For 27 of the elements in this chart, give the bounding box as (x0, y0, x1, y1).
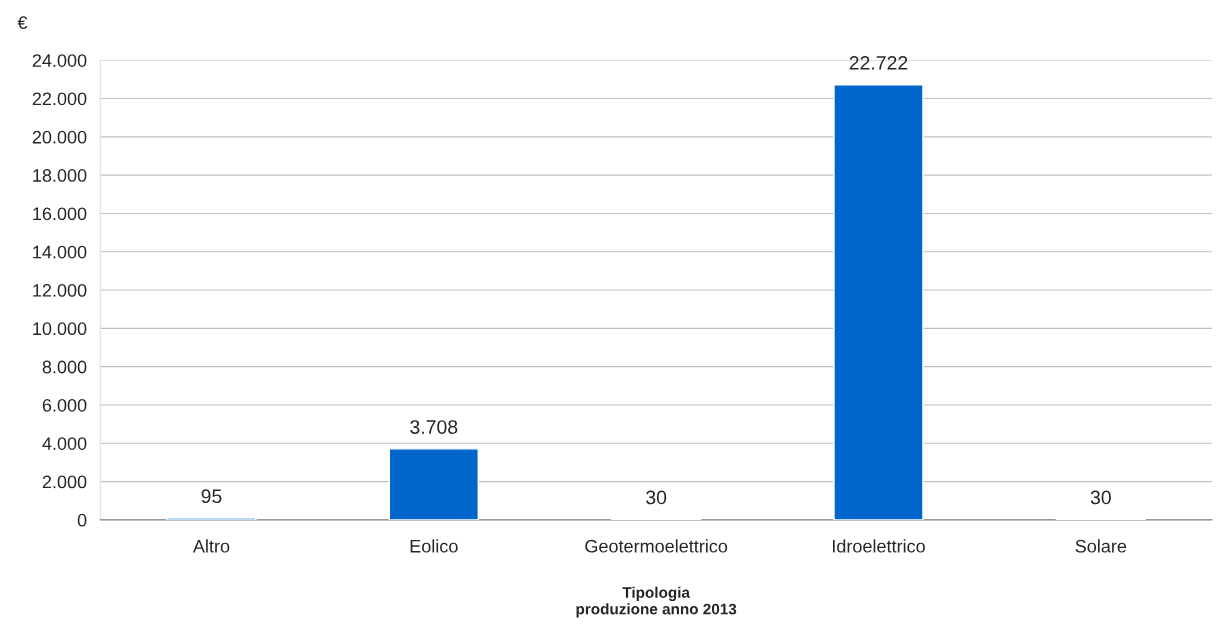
x-tick-label: Eolico (410, 539, 458, 553)
bar (388, 448, 479, 520)
y-axis-title: € (17, 16, 28, 30)
y-tick-label: 4.000 (42, 437, 87, 450)
y-tick-label: 2.000 (42, 475, 87, 489)
x-axis-title: Tipologia produzione anno 2013 (576, 586, 737, 618)
x-tick-label: Idroelettrico (832, 539, 925, 553)
bar (833, 84, 924, 520)
x-tick-label: Solare (1075, 539, 1127, 553)
data-label: 22.722 (849, 55, 908, 70)
y-tick-label: 8.000 (42, 360, 87, 374)
data-label: 30 (1090, 490, 1111, 505)
y-tick-label: 24.000 (32, 54, 87, 67)
y-tick-label: 6.000 (42, 398, 87, 412)
y-tick-label: 18.000 (33, 169, 87, 182)
x-tick-label: Geotermoelettrico (585, 539, 728, 553)
y-tick-label: 12.000 (33, 283, 87, 297)
y-tick-label: 22.000 (32, 92, 87, 106)
y-tick-label: 10.000 (33, 322, 87, 336)
y-tick-label: 20.000 (32, 130, 87, 144)
x-tick-label: Altro (192, 539, 230, 553)
y-tick-label: 0 (77, 513, 87, 527)
y-tick-label: 14.000 (33, 245, 87, 259)
y-tick-label: 16.000 (33, 207, 87, 221)
data-label: 3.708 (410, 420, 458, 434)
data-label: 95 (201, 489, 222, 504)
data-label: 30 (646, 490, 667, 505)
